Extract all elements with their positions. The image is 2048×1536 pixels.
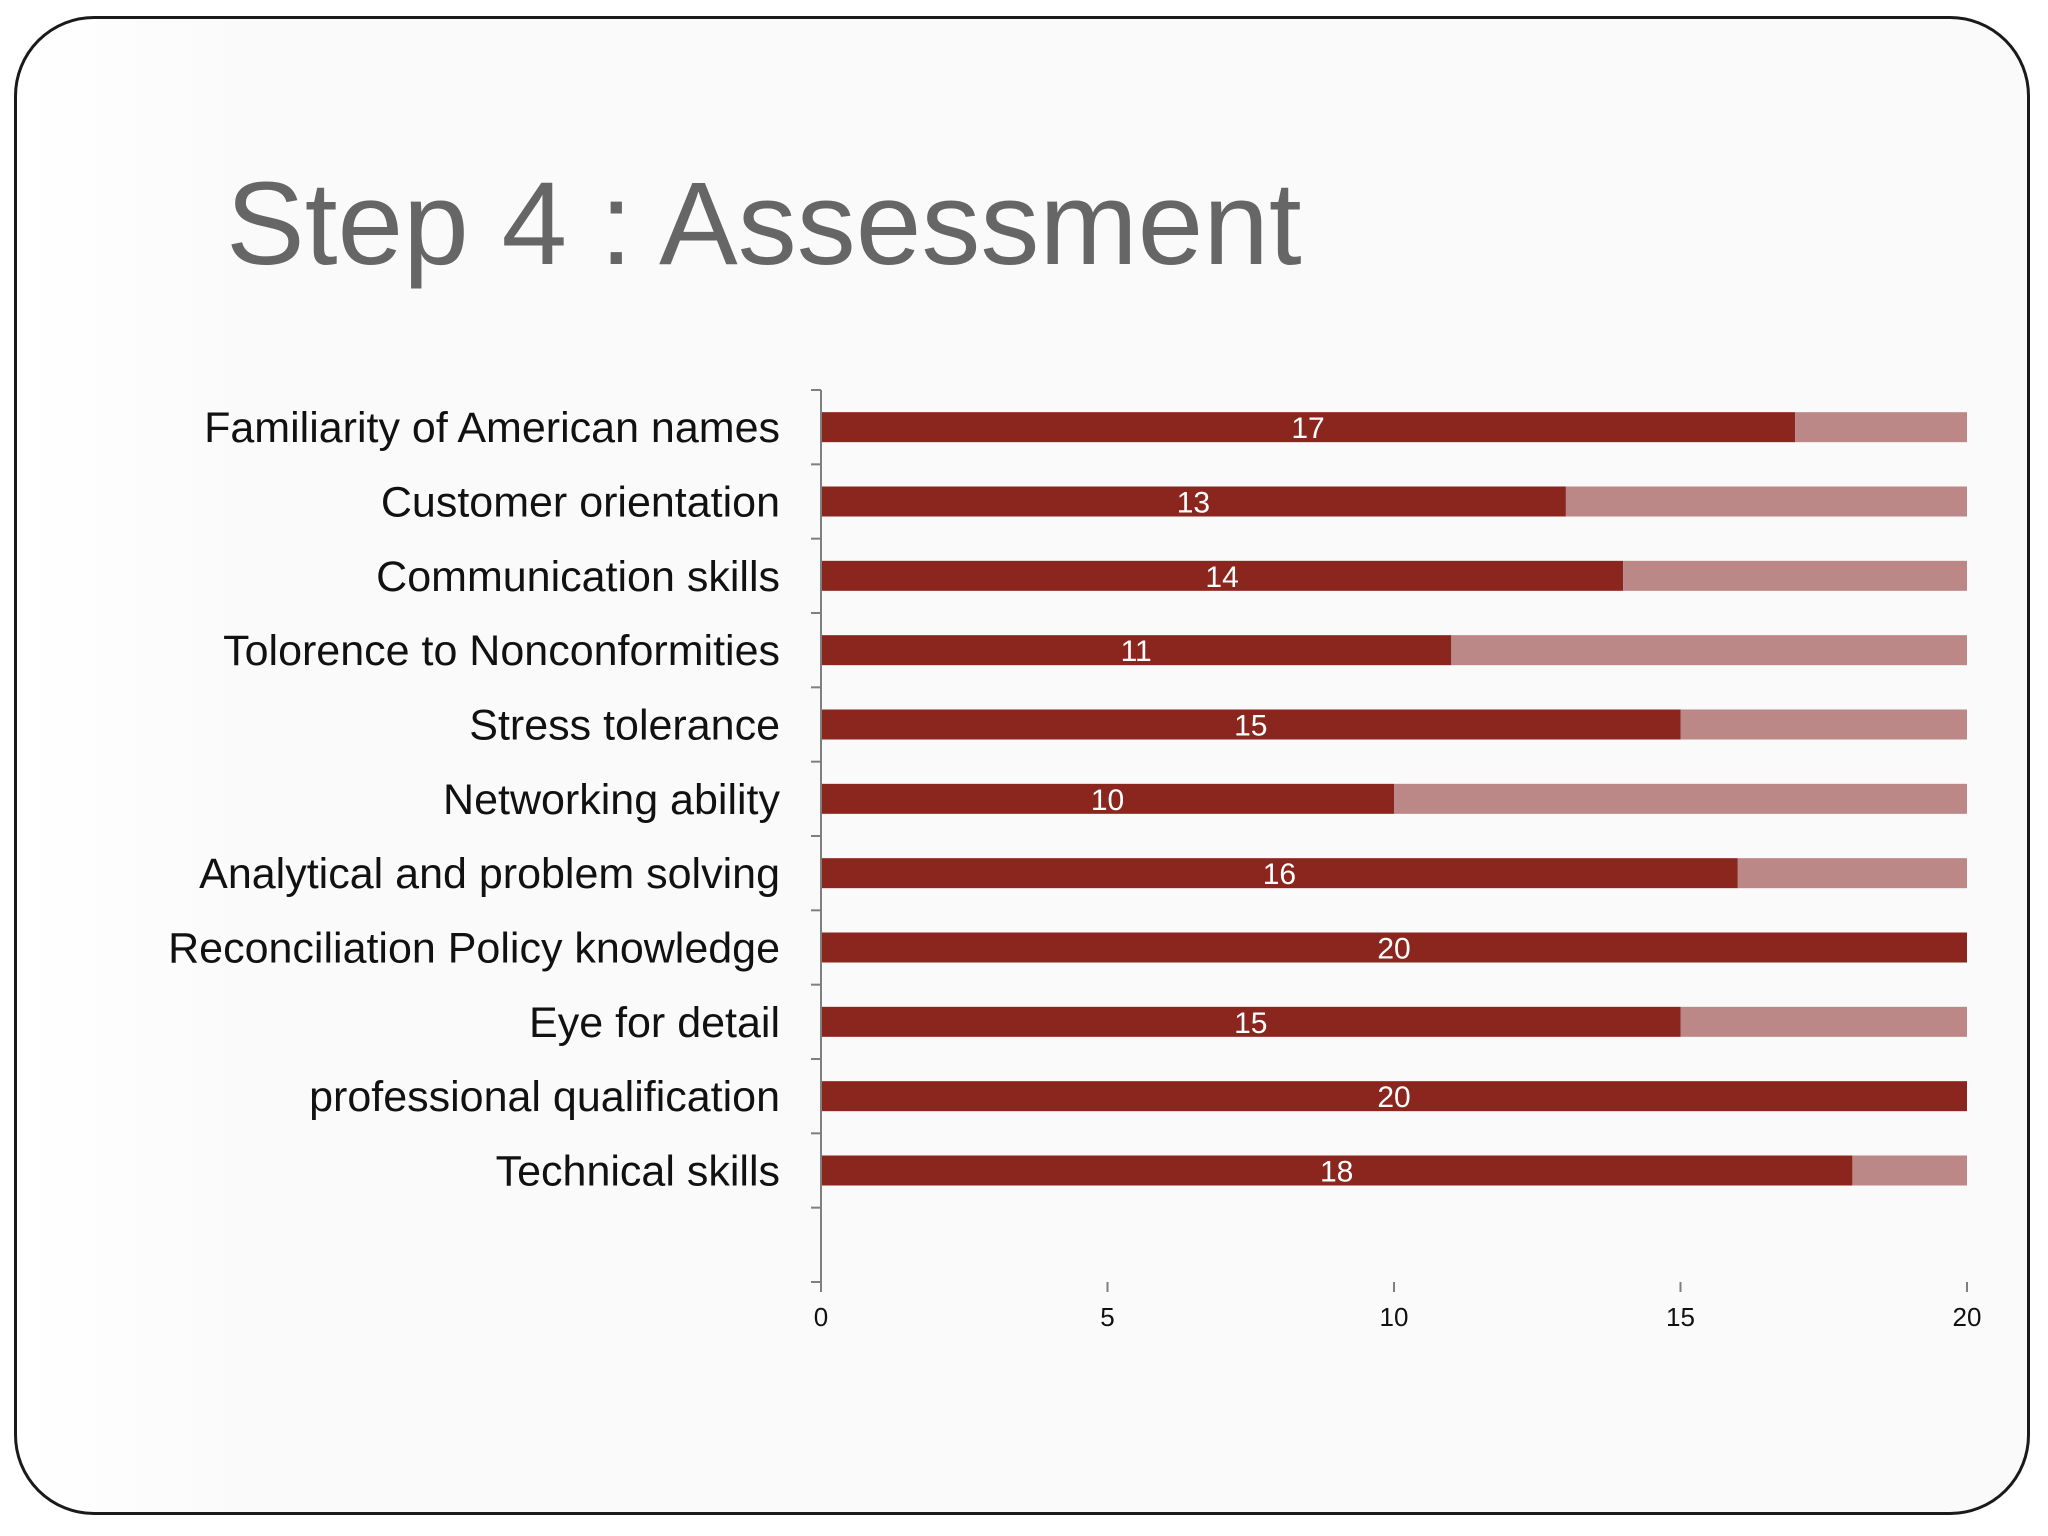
bar-remainder (1394, 783, 1967, 814)
data-label: 10 (1091, 784, 1124, 817)
bar-remainder (1680, 1006, 1967, 1037)
data-label: 15 (1234, 710, 1267, 743)
bar-remainder (1565, 486, 1967, 517)
slide-frame (14, 16, 2030, 1515)
bar-score (821, 412, 1796, 443)
bar-score (821, 635, 1452, 666)
x-tick-label: 10 (1380, 1302, 1409, 1332)
axes-group (811, 389, 1968, 1292)
category-label: Analytical and problem solving (199, 850, 780, 898)
category-label: Tolorence to Nonconformities (223, 627, 780, 675)
x-tick-label: 0 (814, 1302, 828, 1332)
category-label: Familiarity of American names (204, 404, 780, 452)
bar-score (821, 932, 1967, 963)
data-label: 13 (1177, 487, 1210, 520)
labels-group: 17 Familiarity of American names 13 Custome… (168, 404, 1981, 1332)
data-label: 20 (1377, 933, 1410, 966)
bars-group (821, 412, 1967, 1186)
category-label: Customer orientation (381, 479, 780, 527)
data-label: 16 (1263, 858, 1296, 891)
bar-remainder (1680, 709, 1967, 740)
x-tick-label: 15 (1666, 1302, 1695, 1332)
category-label: Reconciliation Policy knowledge (168, 925, 780, 973)
bar-score (821, 560, 1624, 591)
data-label: 18 (1320, 1156, 1353, 1189)
data-label: 20 (1377, 1081, 1410, 1114)
bar-score (821, 709, 1681, 740)
bar-score (821, 1081, 1967, 1112)
slide-title: Step 4 : Assessment (226, 158, 1302, 290)
category-label: Communication skills (376, 553, 780, 601)
category-label: Stress tolerance (469, 702, 780, 750)
data-label: 14 (1205, 561, 1238, 594)
x-tick-label: 5 (1100, 1302, 1114, 1332)
bar-score (821, 486, 1566, 517)
category-label: Technical skills (496, 1148, 780, 1196)
bar-remainder (1623, 560, 1967, 591)
bar-remainder (1451, 635, 1967, 666)
x-tick-label: 20 (1953, 1302, 1982, 1332)
category-label: Eye for detail (529, 999, 780, 1047)
bar-remainder (1795, 412, 1967, 443)
bar-score (821, 858, 1738, 889)
bar-score (821, 1155, 1853, 1186)
data-label: 11 (1121, 635, 1152, 668)
bar-score (821, 1006, 1681, 1037)
bar-remainder (1737, 858, 1967, 889)
bar-score (821, 783, 1394, 814)
category-label: Networking ability (443, 776, 780, 824)
bar-remainder (1852, 1155, 1967, 1186)
data-label: 15 (1234, 1007, 1267, 1040)
category-label: professional qualification (309, 1073, 780, 1121)
data-label: 17 (1291, 412, 1324, 445)
